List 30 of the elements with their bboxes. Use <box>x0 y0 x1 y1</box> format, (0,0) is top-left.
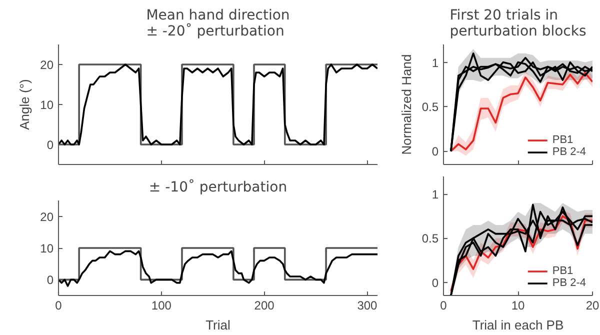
y-tick-label: 20 <box>40 210 54 224</box>
y-tick-label: 10 <box>40 242 54 256</box>
x-tick-label: 100 <box>151 298 172 312</box>
x-tick-label: 20 <box>586 298 600 312</box>
x-tick-label: 10 <box>511 298 525 312</box>
x-axis-title: Trial <box>206 318 231 332</box>
legend-label: PB1 <box>552 134 574 146</box>
y-tick-label: 0 <box>46 273 54 288</box>
y-tick-label: 0 <box>46 138 54 152</box>
y-tick-label: 1 <box>432 188 439 202</box>
legend-label: PB1 <box>552 265 574 277</box>
y-axis-title: Angle (°) <box>17 79 32 130</box>
y-tick-label: 0.5 <box>422 232 439 246</box>
x-axis-title: Trial in each PB <box>472 318 564 332</box>
y-tick-label: 0.5 <box>422 100 439 114</box>
x-tick-label: 200 <box>254 298 275 312</box>
x-tick-label: 0 <box>55 298 62 312</box>
chart-title: First 20 trials in perturbation blocks <box>450 8 586 40</box>
chart-title: Mean hand direction ± -20˚ perturbation <box>146 8 290 40</box>
chart-title: ± -10˚ perturbation <box>148 178 288 196</box>
y-tick-label: 10 <box>40 98 54 112</box>
y-tick-label: 1 <box>432 56 439 70</box>
y-tick-label: 0 <box>432 144 439 159</box>
y-tick-label: 20 <box>40 58 54 72</box>
legend-label: PB 2-4 <box>552 146 586 158</box>
legend-label: PB 2-4 <box>552 277 586 289</box>
x-tick-label: 300 <box>357 298 378 312</box>
x-tick-label: 0 <box>440 298 448 312</box>
y-tick-label: 0 <box>432 276 439 290</box>
y-axis-title: Normalized Hand <box>398 54 414 155</box>
